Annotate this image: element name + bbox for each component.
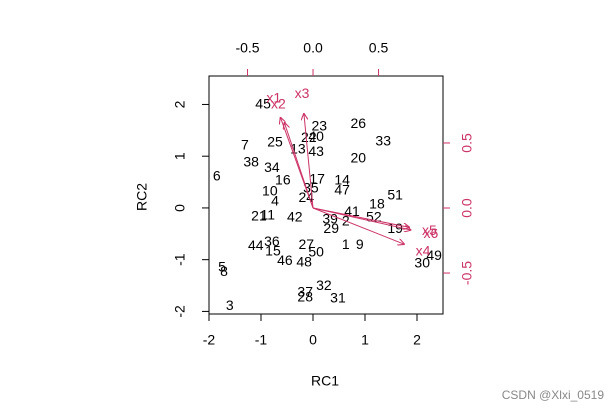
point-label: 29: [323, 220, 339, 236]
point-label: 17: [309, 171, 325, 187]
point-label: 20: [350, 149, 366, 165]
point-label: 44: [248, 237, 264, 253]
x-tick-label: 2: [413, 332, 421, 348]
point-label: 4: [271, 192, 279, 208]
loading-arrow: [304, 113, 314, 209]
point-label: 26: [350, 115, 366, 131]
point-label: 51: [387, 187, 403, 203]
y2-tick-label: 0.5: [459, 133, 475, 153]
y-tick-label: 2: [172, 100, 188, 108]
y-axis-label: RC2: [134, 183, 150, 211]
point-label: 40: [308, 128, 324, 144]
point-label: 48: [296, 253, 312, 269]
y-tick-label: -2: [172, 305, 188, 318]
x-tick-label: 0: [309, 332, 317, 348]
point-label: 36: [264, 233, 280, 249]
point-label: 9: [356, 236, 364, 252]
watermark: CSDN @Xlxi_0519: [502, 388, 605, 402]
point-label: 28: [297, 289, 313, 305]
point-label: 39: [322, 211, 338, 227]
loading-arrow: [312, 207, 411, 230]
point-label: 7: [241, 137, 249, 153]
y-tick-label: 1: [172, 152, 188, 160]
point-label: 50: [308, 244, 324, 260]
point-label: 23: [311, 117, 327, 133]
x-tick-label: -2: [203, 332, 216, 348]
point-label: 27: [298, 236, 314, 252]
y-tick-label: 0: [172, 204, 188, 212]
y-tick-label: -1: [172, 253, 188, 266]
point-label: 34: [264, 159, 280, 175]
point-label: 32: [316, 277, 332, 293]
loading-arrow: [312, 207, 405, 244]
point-label: 45: [255, 96, 271, 112]
loading-label: x1: [266, 89, 281, 105]
point-label: 43: [308, 143, 324, 159]
point-label: 49: [426, 247, 442, 263]
point-label: 31: [330, 290, 346, 306]
x2-tick-label: 0.5: [369, 40, 389, 56]
loading-label: x3: [295, 85, 310, 101]
x-axis-label: RC1: [311, 373, 339, 389]
point-label: 13: [290, 141, 306, 157]
y2-tick-label: 0.0: [459, 198, 475, 218]
point-label: 8: [220, 263, 228, 279]
point-label: 42: [287, 208, 303, 224]
x2-tick-label: 0.0: [303, 40, 323, 56]
point-label: 15: [265, 243, 281, 259]
y2-tick-label: -0.5: [459, 261, 475, 285]
x2-tick-label: -0.5: [235, 40, 259, 56]
point-label: 11: [260, 206, 275, 222]
point-label: 30: [414, 255, 430, 271]
point-label: 18: [369, 196, 385, 212]
point-label: 47: [334, 182, 350, 198]
point-label: 38: [243, 154, 259, 170]
loading-label: x6: [424, 225, 439, 241]
loading-arrow: [284, 122, 314, 209]
point-label: 10: [262, 183, 278, 199]
point-label: 14: [334, 172, 350, 188]
loading-label: x4: [416, 242, 431, 258]
point-label: 3: [226, 297, 234, 313]
point-label: 25: [267, 133, 283, 149]
point-label: 5: [218, 259, 226, 275]
point-label: 6: [213, 168, 221, 184]
point-label: 1: [342, 236, 350, 252]
point-label: 21: [251, 207, 267, 223]
point-label: 33: [375, 132, 391, 148]
loading-label: x2: [271, 96, 286, 112]
point-label: 22: [301, 129, 317, 145]
x-tick-label: 1: [361, 332, 369, 348]
point-label: 46: [277, 252, 293, 268]
point-label: 16: [275, 172, 291, 188]
x-tick-label: -1: [255, 332, 268, 348]
point-label: 37: [297, 283, 313, 299]
loading-label: x5: [422, 222, 437, 238]
